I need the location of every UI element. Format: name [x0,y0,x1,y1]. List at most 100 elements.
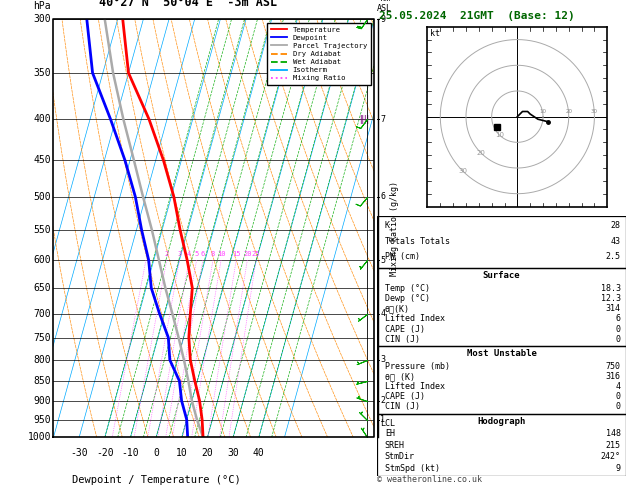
Text: 750: 750 [606,362,621,371]
Text: 850: 850 [33,376,51,386]
Text: 20: 20 [477,150,486,156]
Text: CIN (J): CIN (J) [385,335,420,344]
Text: 6: 6 [201,251,205,257]
Text: 450: 450 [33,155,51,165]
Text: 7: 7 [380,115,385,124]
Text: 10: 10 [540,109,547,114]
Text: 25: 25 [252,251,260,257]
Text: 650: 650 [33,283,51,293]
Text: 12.3: 12.3 [601,294,621,303]
Text: 3: 3 [380,355,385,364]
Text: 550: 550 [33,225,51,235]
Text: hPa: hPa [33,1,51,11]
Text: 700: 700 [33,309,51,319]
Text: 4: 4 [616,382,621,391]
Text: 950: 950 [33,415,51,425]
Text: 9: 9 [380,15,385,24]
Text: 0: 0 [616,335,621,344]
Bar [377,414,626,476]
Text: 30: 30 [591,109,598,114]
Text: CAPE (J): CAPE (J) [385,325,425,333]
Legend: Temperature, Dewpoint, Parcel Trajectory, Dry Adiabat, Wet Adiabat, Isotherm, Mi: Temperature, Dewpoint, Parcel Trajectory… [267,23,370,85]
Text: 350: 350 [33,68,51,78]
Text: 20: 20 [201,448,213,458]
Text: 9: 9 [616,464,621,472]
Text: 500: 500 [33,192,51,202]
Text: 0: 0 [616,325,621,333]
Text: 1: 1 [380,415,385,424]
Text: 750: 750 [33,332,51,343]
Text: 2: 2 [165,251,169,257]
Text: 25.05.2024  21GMT  (Base: 12): 25.05.2024 21GMT (Base: 12) [379,11,574,21]
Text: EH: EH [385,430,395,438]
Text: 30: 30 [459,168,468,174]
Text: -20: -20 [96,448,114,458]
Text: θᴇ (K): θᴇ (K) [385,372,415,381]
Text: ASL: ASL [377,4,392,13]
Text: Dewpoint / Temperature (°C): Dewpoint / Temperature (°C) [72,475,240,485]
Text: km: km [379,0,389,3]
Text: Lifted Index: Lifted Index [385,314,445,323]
Text: PW (cm): PW (cm) [385,252,420,261]
Text: CAPE (J): CAPE (J) [385,392,425,401]
Text: 800: 800 [33,355,51,365]
Text: 10: 10 [217,251,225,257]
Text: 300: 300 [33,15,51,24]
Text: © weatheronline.co.uk: © weatheronline.co.uk [377,474,482,484]
Text: 2: 2 [380,396,385,405]
Text: 15: 15 [232,251,240,257]
Text: 2.5: 2.5 [606,252,621,261]
Text: 10: 10 [495,132,504,138]
Text: Most Unstable: Most Unstable [467,349,537,358]
Text: LCL: LCL [380,419,395,428]
Text: 314: 314 [606,304,621,313]
Text: θᴇ(K): θᴇ(K) [385,304,410,313]
Text: Dewp (°C): Dewp (°C) [385,294,430,303]
Text: 0: 0 [616,402,621,412]
Text: 316: 316 [606,372,621,381]
Text: 4: 4 [187,251,191,257]
Text: 4: 4 [380,309,385,318]
Bar [377,268,626,346]
Bar [377,216,626,268]
Text: K: K [385,222,390,230]
Text: 400: 400 [33,114,51,124]
Text: 8: 8 [211,251,215,257]
Text: Hodograph: Hodograph [477,417,526,426]
Text: 43: 43 [611,237,621,245]
Text: ǀǀǀǀ: ǀǀǀǀ [359,115,369,124]
Text: -30: -30 [70,448,88,458]
Bar [377,346,626,414]
Text: 0: 0 [616,392,621,401]
Text: 18.3: 18.3 [601,284,621,293]
Text: kt: kt [430,29,440,38]
Text: 30: 30 [227,448,239,458]
Text: 40: 40 [253,448,265,458]
Text: 5: 5 [380,256,385,264]
Text: Temp (°C): Temp (°C) [385,284,430,293]
Text: Mixing Ratio (g/kg): Mixing Ratio (g/kg) [390,181,399,276]
Text: StmSpd (kt): StmSpd (kt) [385,464,440,472]
Text: 3: 3 [177,251,182,257]
Text: Totals Totals: Totals Totals [385,237,450,245]
Text: 10: 10 [176,448,187,458]
Text: 40°27'N  50°04'E  -3m ASL: 40°27'N 50°04'E -3m ASL [99,0,277,9]
Text: 20: 20 [243,251,252,257]
Text: -10: -10 [121,448,139,458]
Text: 242°: 242° [601,452,621,461]
Text: Pressure (mb): Pressure (mb) [385,362,450,371]
Text: 148: 148 [606,430,621,438]
Text: 900: 900 [33,396,51,406]
Text: StmDir: StmDir [385,452,415,461]
Text: 215: 215 [606,441,621,450]
Text: 28: 28 [611,222,621,230]
Text: CIN (J): CIN (J) [385,402,420,412]
Text: 1: 1 [144,251,148,257]
Text: 5: 5 [194,251,199,257]
Text: 600: 600 [33,255,51,265]
Text: 1000: 1000 [28,433,51,442]
Text: SREH: SREH [385,441,405,450]
Text: Surface: Surface [483,271,520,280]
Text: 6: 6 [380,192,385,201]
Text: Lifted Index: Lifted Index [385,382,445,391]
